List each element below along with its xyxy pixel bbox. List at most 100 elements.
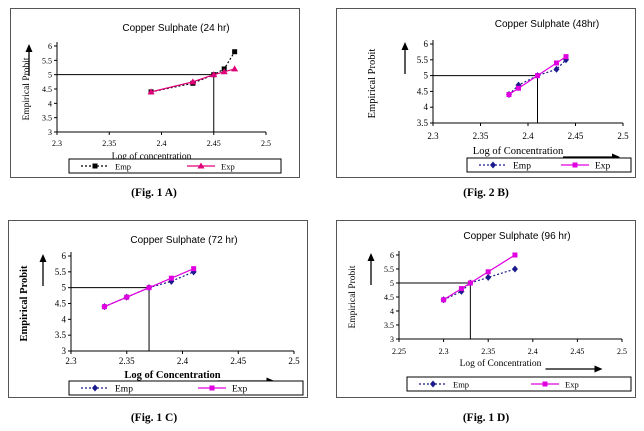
x-tick-label: 2.3 [427, 131, 439, 141]
legend-label: Emp [115, 385, 133, 395]
y-axis-label: Empirical Probit [348, 265, 358, 328]
legend-label: Exp [232, 385, 248, 395]
chart-svg: Copper Sulphate (24 hr) 3 3.5 4 4.5 5 5.5 6 2.3 2… [22, 23, 282, 174]
legend-marker [430, 380, 436, 388]
legend-box [68, 380, 304, 396]
legend-box [466, 157, 632, 173]
data-point-exp [220, 68, 228, 75]
chart-panel-2b: Copper Sulphate (48hr) 3.5 4 4.5 5 5.5 6 2.3 2.3… [336, 8, 636, 178]
data-point-exp [168, 275, 174, 281]
y-tick-label: 3.5 [42, 114, 52, 123]
y-tick-label: 4.5 [417, 86, 429, 96]
y-tick-label: 4 [390, 307, 394, 316]
x-tick-label: 2.45 [568, 131, 584, 141]
chart-panel-1d: Copper Sulphate (96 hr) 3 3.5 4 4.5 5 5.5 6 2.25… [336, 220, 636, 398]
y-tick-label: 3 [390, 335, 394, 344]
x-tick-label: 2.5 [261, 139, 271, 148]
legend-label: Emp [453, 380, 469, 390]
legend-marker [92, 163, 98, 169]
data-point-exp [516, 85, 521, 91]
y-tick-label: 4.5 [55, 299, 67, 309]
x-axis-label: Log of Concentration [460, 358, 542, 369]
legend-label: Emp [513, 162, 531, 172]
x-tick-label: 2.3 [52, 139, 62, 148]
legend-marker [92, 384, 98, 392]
data-point-exp [535, 73, 540, 79]
figure-caption: (Fig. 1 C) [130, 412, 178, 424]
x-tick-label: 2.5 [288, 356, 300, 366]
legend-marker [572, 162, 578, 168]
data-point-exp [441, 297, 447, 303]
data-point-exp [485, 269, 491, 275]
x-tick-label: 2.4 [177, 356, 189, 366]
data-point-exp [191, 266, 197, 272]
data-point-exp [458, 286, 464, 292]
data-point-exp [512, 252, 518, 258]
y-tick-label: 5.5 [42, 56, 52, 65]
x-tick-label: 2.35 [102, 139, 116, 148]
legend-label: Exp [595, 162, 611, 172]
y-tick-label: 5 [424, 71, 429, 81]
data-point-exp [554, 60, 559, 66]
data-point-emp [511, 265, 518, 273]
y-tick-label: 5.5 [417, 55, 429, 65]
y-axis-arrowhead [367, 253, 375, 261]
y-axis-arrowhead [39, 254, 47, 262]
chart-svg: Copper Sulphate (48hr) 3.5 4 4.5 5 5.5 6 2.3 2.3… [367, 19, 632, 173]
series-line-emp [443, 268, 516, 301]
x-tick-label: 2.3 [65, 356, 77, 366]
figure-caption: (Fig. 1 A) [131, 187, 177, 199]
data-point-exp [210, 71, 218, 78]
x-tick-label: 2.25 [392, 347, 406, 356]
chart-panel-1a: Copper Sulphate (24 hr) 3 3.5 4 4.5 5 5.5 6 2.3 2… [10, 8, 300, 178]
figure-caption: (Fig. 1 D) [462, 412, 510, 424]
data-point-exp [124, 294, 130, 300]
chart-svg: Copper Sulphate (96 hr) 3 3.5 4 4.5 5 5.5 6 2.25… [348, 231, 632, 392]
y-tick-label: 4 [62, 314, 67, 324]
data-point-exp [231, 65, 239, 72]
legend-box [406, 376, 632, 392]
y-tick-label: 5 [48, 71, 52, 80]
legend-marker [542, 381, 548, 387]
y-tick-label: 6 [424, 39, 429, 49]
x-tick-label: 2.45 [570, 347, 584, 356]
chart-panel-1c: Copper Sulphate (72 hr) 3 3.5 4 4.5 5 5.5 6 2.3 2… [8, 220, 308, 398]
y-axis-label: Empirical Probit [367, 49, 378, 119]
y-tick-label: 3.5 [417, 118, 429, 128]
x-tick-label: 2.3 [439, 347, 449, 356]
x-tick-label: 2.45 [207, 139, 221, 148]
y-tick-label: 3.5 [55, 330, 67, 340]
legend-label: Exp [565, 380, 579, 390]
data-point-exp [563, 54, 569, 60]
chart-title: Copper Sulphate (48hr) [495, 19, 600, 30]
legend-label: Emp [115, 162, 131, 172]
x-tick-label: 2.4 [522, 131, 534, 141]
chart-title: Copper Sulphate (24 hr) [122, 23, 229, 34]
y-tick-label: 5.5 [55, 267, 67, 277]
y-axis-label: Empirical Probit [19, 265, 30, 341]
y-tick-label: 4 [48, 99, 52, 108]
y-tick-label: 6 [390, 251, 394, 260]
series-line-emp [508, 59, 567, 95]
data-point-exp [189, 78, 197, 85]
figure-caption: (Fig. 2 B) [463, 187, 509, 199]
y-tick-label: 3 [62, 346, 67, 356]
y-axis-label: Empirical Probit [22, 57, 32, 120]
x-axis-label: Log of Concentration [473, 146, 564, 157]
y-tick-label: 4.5 [42, 85, 52, 94]
y-axis-arrowhead [25, 44, 33, 52]
legend-label: Exp [221, 162, 235, 172]
x-tick-label: 2.5 [617, 347, 627, 356]
legend-marker [490, 161, 496, 169]
y-tick-label: 3 [48, 128, 52, 137]
data-point-exp [146, 285, 152, 291]
y-tick-label: 3.5 [384, 321, 394, 330]
chart-title: Copper Sulphate (72 hr) [130, 235, 237, 246]
legend-box [68, 158, 282, 174]
x-tick-label: 2.35 [481, 347, 495, 356]
y-axis-arrowhead [401, 42, 409, 50]
x-tick-label: 2.45 [230, 356, 246, 366]
chart-title: Copper Sulphate (96 hr) [463, 231, 570, 242]
x-axis-label: Log of Concentration [124, 370, 220, 381]
x-axis-arrowhead [594, 365, 603, 373]
